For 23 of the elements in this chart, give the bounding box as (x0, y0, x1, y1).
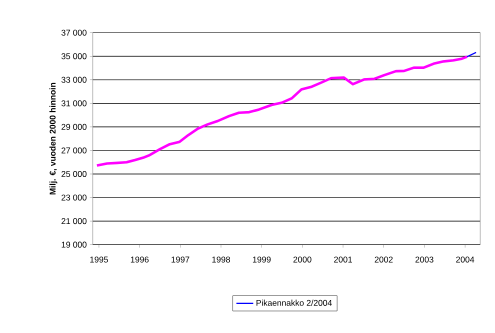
y-tick-label: 37 000 (61, 30, 87, 36)
y-tick-label: 27 000 (62, 148, 87, 154)
y-tick-label: 19 000 (62, 242, 87, 248)
x-tick-label: 2000 (293, 256, 312, 263)
x-tick-label: 2003 (415, 256, 434, 263)
y-tick-label: 21 000 (62, 218, 87, 224)
line-series (96, 56, 468, 167)
y-tick-label: 35 000 (61, 53, 87, 60)
y-tick-label: 31 000 (61, 100, 87, 106)
x-tick-label: 2004 (456, 256, 474, 263)
y-tick-label: 25 000 (62, 171, 87, 178)
y-tick-label: 23 000 (62, 194, 87, 201)
x-tick-label: 2001 (334, 256, 352, 263)
legend-label: Pikaennakko 2/2004 (256, 300, 332, 306)
x-tick-label: 1996 (130, 256, 149, 263)
x-tick-label: 2002 (374, 256, 393, 263)
x-tick-label: 1995 (90, 256, 108, 263)
x-tick-label: 1997 (172, 256, 190, 263)
y-tick-label: 29 000 (62, 124, 87, 130)
y-axis-title: Milj. €, vuoden 2000 hinnoin (49, 82, 58, 194)
x-tick-label: 1999 (252, 256, 271, 263)
y-tick-label: 33 000 (61, 76, 87, 83)
x-tick-label: 1998 (212, 256, 230, 263)
